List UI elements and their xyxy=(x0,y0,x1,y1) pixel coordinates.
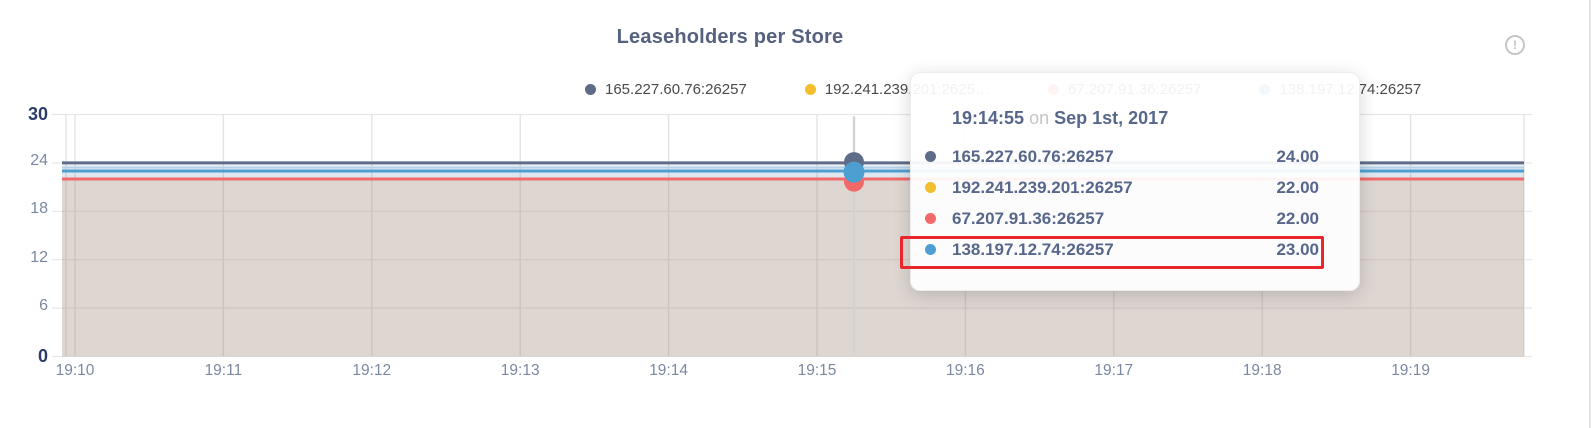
tooltip-series-value: 22.00 xyxy=(1276,177,1319,197)
tooltip-date: Sep 1st, 2017 xyxy=(1054,108,1169,128)
y-axis-label: 12 xyxy=(30,248,48,266)
series-dot-icon xyxy=(925,213,936,224)
x-axis-label: 19:17 xyxy=(1094,362,1134,379)
x-axis-label: 19:19 xyxy=(1391,362,1430,379)
y-axis-label: 6 xyxy=(39,297,48,315)
x-axis-label: 19:15 xyxy=(797,362,837,379)
info-icon[interactable]: ! xyxy=(1505,35,1525,55)
y-axis-label: 24 xyxy=(30,151,48,169)
hover-tooltip: 19:14:55 on Sep 1st, 2017 165.227.60.76:… xyxy=(900,72,1360,291)
tooltip-row: 165.227.60.76:26257 24.00 xyxy=(925,141,1319,172)
tooltip-series-value: 22.00 xyxy=(1276,208,1319,228)
x-axis-label: 19:14 xyxy=(649,362,688,379)
chart-title: Leaseholders per Store xyxy=(616,26,844,48)
tooltip-conjunction: on xyxy=(1029,108,1050,128)
tooltip-series-label: 138.197.12.74:26257 xyxy=(952,239,1114,259)
tooltip-row: 138.197.12.74:26257 23.00 xyxy=(900,234,1324,269)
info-icon-glyph: ! xyxy=(1513,38,1517,52)
y-axis-label: 18 xyxy=(30,200,48,218)
x-axis-label: 19:18 xyxy=(1242,362,1282,379)
tooltip-time: 19:14:55 xyxy=(952,108,1025,128)
tooltip-series-label: 192.241.239.201:26257 xyxy=(952,177,1133,197)
tooltip-timestamp: 19:14:55 on Sep 1st, 2017 xyxy=(952,107,1319,129)
x-axis-label: 19:12 xyxy=(352,362,392,379)
tooltip-series-value: 23.00 xyxy=(1276,239,1319,259)
series-dot-icon xyxy=(925,244,936,255)
x-axis-label: 19:11 xyxy=(204,362,243,379)
series-dot-icon xyxy=(925,151,936,162)
x-axis-label: 19:10 xyxy=(55,362,95,379)
tooltip-row: 192.241.239.201:26257 22.00 xyxy=(925,172,1319,203)
hover-point-dot xyxy=(843,161,865,183)
tooltip-series-label: 165.227.60.76:26257 xyxy=(952,146,1114,166)
tooltip-series-label: 67.207.91.36:26257 xyxy=(952,208,1105,228)
y-axis-label: 30 xyxy=(27,103,48,124)
x-axis-label: 19:16 xyxy=(945,362,985,379)
tooltip-series-value: 24.00 xyxy=(1276,146,1319,166)
legend-dot-icon xyxy=(804,84,816,95)
series-dot-icon xyxy=(925,182,936,193)
legend-item[interactable]: 165.227.60.76:26257 xyxy=(585,81,747,98)
legend-dot-icon xyxy=(585,84,596,95)
tooltip-row: 67.207.91.36:26257 22.00 xyxy=(925,203,1319,234)
legend-label: 165.227.60.76:26257 xyxy=(605,81,747,98)
x-axis-label: 19:13 xyxy=(500,362,540,379)
y-axis-label: 0 xyxy=(37,345,48,366)
tooltip-rows: 165.227.60.76:26257 24.00 192.241.239.201:… xyxy=(900,141,1324,269)
